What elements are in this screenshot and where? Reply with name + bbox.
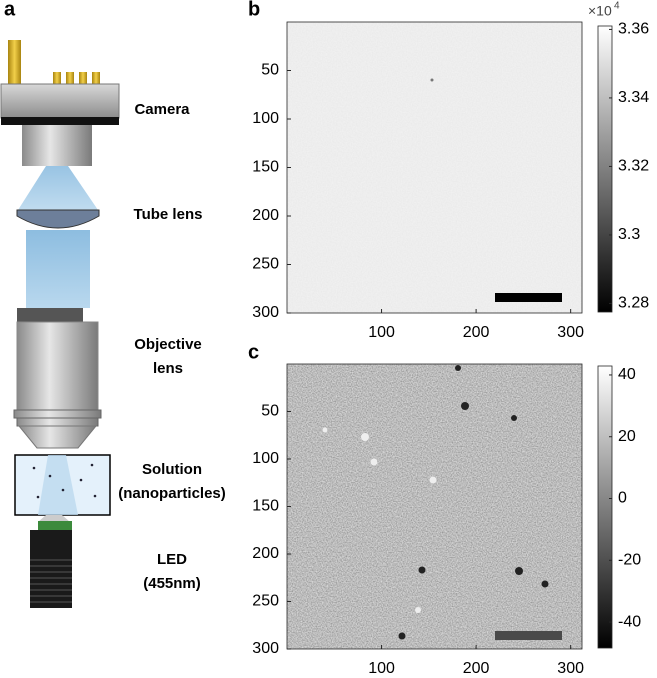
y-tick-label: 200 — [252, 207, 279, 224]
colorbar — [597, 25, 613, 313]
component-label: Camera — [134, 101, 190, 118]
colorbar-tick-label: 0 — [618, 490, 627, 507]
component-label: Solution — [142, 461, 202, 478]
x-tick-label: 200 — [463, 660, 490, 677]
component-label: Objective — [134, 336, 202, 353]
y-tick-label: 150 — [252, 498, 279, 515]
colorbar-tick-label: 3.28 — [618, 295, 649, 312]
y-tick-label: 150 — [252, 159, 279, 176]
colorbar-tick-label: 3.36 — [618, 21, 649, 38]
component-label: (455nm) — [143, 575, 201, 592]
x-tick-label: 200 — [463, 324, 490, 341]
component-label: LED — [157, 551, 187, 568]
colorbar-tick-label: 3.3 — [618, 226, 640, 243]
x-tick-label: 300 — [557, 660, 584, 677]
y-tick-label: 300 — [252, 640, 279, 657]
component-label: lens — [153, 360, 183, 377]
image-b — [287, 22, 582, 313]
y-tick-label: 250 — [252, 593, 279, 610]
colorbar-scale: ×10 — [588, 3, 612, 19]
colorbar-tick-label: -20 — [618, 551, 641, 568]
y-tick-label: 250 — [252, 256, 279, 273]
colorbar-tick-label: 3.34 — [618, 89, 649, 106]
component-label: Tube lens — [134, 206, 203, 223]
colorbar-tick-label: 3.32 — [618, 158, 649, 175]
colorbar — [597, 365, 613, 649]
panel-label: c — [248, 341, 259, 363]
colorbar-scale-exponent: 4 — [614, 1, 620, 12]
y-tick-label: 50 — [261, 62, 279, 79]
y-tick-label: 300 — [252, 304, 279, 321]
y-tick-label: 200 — [252, 545, 279, 562]
panel-label: a — [4, 0, 16, 20]
x-tick-label: 100 — [368, 660, 395, 677]
colorbar-tick-label: -40 — [618, 613, 641, 630]
x-tick-label: 300 — [557, 324, 584, 341]
x-tick-label: 100 — [368, 324, 395, 341]
schematic-labels: a Camera Tube lens Objective lens Solution (na… — [4, 0, 226, 592]
schematic — [0, 40, 120, 608]
colorbar-tick-label: 40 — [618, 366, 636, 383]
colorbar-tick-label: 20 — [618, 428, 636, 445]
component-label: (nanoparticles) — [118, 485, 226, 502]
y-tick-label: 50 — [261, 403, 279, 420]
image-c — [287, 364, 582, 649]
panel-label: b — [248, 0, 260, 20]
y-tick-label: 100 — [252, 110, 279, 127]
y-tick-label: 100 — [252, 450, 279, 467]
